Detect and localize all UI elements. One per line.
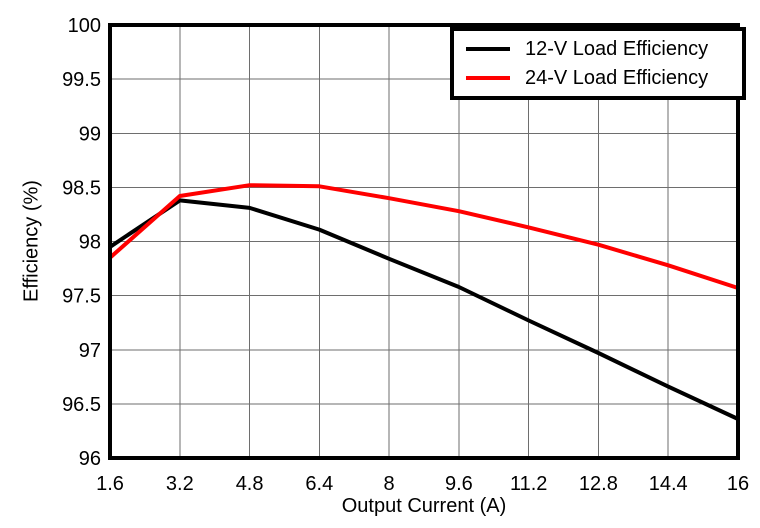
legend-entry-24v: 24-V Load Efficiency: [466, 68, 742, 88]
y-tick-label: 98.5: [62, 177, 101, 199]
legend-line-swatch-12v: [466, 47, 510, 52]
x-tick-label: 3.2: [166, 473, 194, 495]
x-tick-label: 6.4: [305, 473, 333, 495]
y-tick-label: 100: [68, 15, 101, 37]
plot-border: [108, 23, 740, 460]
series-line-24v: [108, 183, 739, 290]
legend-label-24v: 24-V Load Efficiency: [525, 66, 709, 89]
y-tick-label: 97.5: [62, 286, 101, 308]
x-tick-label: 12.8: [579, 473, 618, 495]
legend-line-swatch-24v: [466, 75, 510, 80]
legend: 12-V Load Efficiency 24-V Load Efficienc…: [450, 27, 746, 100]
y-tick-label: 99.5: [62, 69, 101, 91]
x-axis-title: Output Current (A): [341, 495, 507, 517]
x-tick-label: 1.6: [96, 473, 124, 495]
legend-entry-12v: 12-V Load Efficiency: [466, 39, 742, 59]
legend-label-12v: 12-V Load Efficiency: [525, 38, 709, 61]
y-tick-label: 98: [79, 232, 101, 254]
x-tick-label: 4.8: [236, 473, 264, 495]
series-line-12v: [108, 198, 739, 421]
y-tick-label: 97: [79, 340, 101, 362]
x-tick-label: 16: [727, 473, 749, 495]
x-tick-label: 11.2: [510, 473, 547, 495]
x-tick-label: 14.4: [649, 473, 688, 495]
x-tick-label: 9.6: [445, 473, 473, 495]
y-axis-title: Efficiency (%): [20, 180, 43, 302]
y-tick-label: 99: [79, 123, 101, 145]
y-tick-label: 96: [79, 448, 101, 470]
y-tick-label: 96.5: [62, 394, 101, 416]
x-tick-label: 8: [384, 473, 395, 495]
